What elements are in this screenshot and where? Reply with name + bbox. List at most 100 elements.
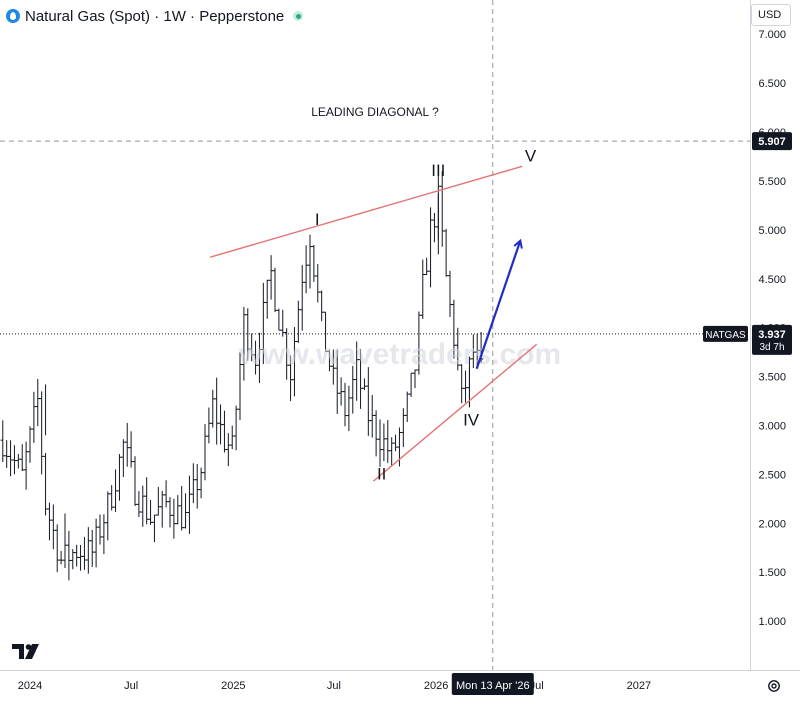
ohlc-bar [183,493,188,529]
ohlc-bar [93,518,99,568]
price-tick-label: 5.500 [758,176,786,188]
ohlc-bar [366,367,371,436]
ohlc-bar [86,527,91,574]
ohlc-bar [144,477,149,525]
ohlc-bar [381,423,387,462]
wave-label-v: V [525,146,537,165]
lower-trendline[interactable] [372,343,538,482]
ohlc-bar [82,536,87,570]
ohlc-bar [175,495,180,525]
upper-trendline[interactable] [209,165,523,258]
ohlc-bar [101,514,107,555]
ohlc-bar [311,244,317,282]
projection-arrow[interactable] [475,242,520,370]
price-tick-label: 1.500 [758,567,786,579]
ohlc-bar [300,264,305,331]
ohlc-bar [125,422,130,467]
price-tick-label: 4.500 [758,274,786,286]
watermark-text: www.wavetraders.com [238,338,561,371]
tradingview-logo-icon[interactable] [12,643,44,661]
ohlc-bar [280,309,285,337]
ohlc-bar [373,410,379,457]
ohlc-bar [424,257,429,276]
ohlc-bar [315,264,320,303]
ohlc-bar [206,407,212,444]
symbol-title[interactable]: Natural Gas (Spot) · 1W · Pepperstone [25,7,285,25]
ohlc-bar [132,456,138,507]
ohlc-bar [140,485,145,527]
last-price-value: 3.937 [758,329,786,341]
symbol-name-text: NATGAS [705,330,746,341]
ohlc-bar [440,171,445,247]
ohlc-bar [408,372,414,397]
price-tick-label: 6.500 [758,78,786,90]
time-axis[interactable]: 2024 Jul 2025 Jul 2026 Jul 2027 [18,680,651,692]
ohlc-bar [23,441,29,490]
level-price-value: 5.907 [758,136,786,148]
gear-icon[interactable] [765,677,783,695]
wave-label-iii: III [431,161,445,180]
ohlc-bar [117,454,122,501]
drawings[interactable] [209,165,538,482]
price-tick-label: 2.500 [758,469,786,481]
ohlc-bar [31,391,37,443]
ohlc-bar [214,377,219,445]
ohlc-bar [152,514,157,542]
ohlc-bar [160,490,165,528]
chart-header[interactable]: Natural Gas (Spot) · 1W · Pepperstone [6,6,304,26]
time-tick-label: 2026 [424,680,448,692]
ohlc-bar [35,378,40,427]
ohlc-bar [163,480,169,508]
ohlc-bar [105,491,110,541]
ohlc-bar [202,424,208,481]
ohlc-bar [319,290,324,322]
ohlc-bar [148,500,153,525]
ohlc-bar [136,491,142,517]
ohlc-bar [27,426,33,463]
ohlc-bar [47,502,52,541]
ohlc-bar [0,420,5,463]
ohlc-bar [20,444,25,471]
ohlc-bar [447,270,453,318]
symbol-name-tag [703,325,748,342]
last-price-tag [752,324,792,355]
currency-button[interactable]: USD [751,4,791,26]
ohlc-bar [16,453,21,469]
ohlc-bar [276,308,282,331]
crosshair-date-text: Mon 13 Apr '26 [456,680,530,692]
ohlc-bar [362,378,367,390]
price-tick-label: 1.000 [758,616,786,628]
ohlc-bar [74,544,79,567]
ohlc-bar [393,434,398,452]
ohlc-bar [8,440,13,477]
ohlc-bar [195,464,200,509]
time-tick-label: 2025 [221,680,245,692]
ohlc-bar [191,463,196,504]
ohlc-bar [463,370,468,403]
ohlc-bar [51,504,56,550]
bar-countdown-text: 3d 7h [759,342,784,353]
natural-gas-flame-icon [6,9,20,23]
ohlc-bar [389,437,394,466]
ohlc-bar [179,486,184,531]
ohlc-bar [128,431,134,468]
ohlc-bar [12,445,17,475]
ohlc-bar [432,212,437,243]
crosshair-date-box [451,673,534,695]
ohlc-bar [342,382,348,427]
ohlc-bar [401,408,406,448]
ohlc-bar [97,514,103,545]
price-axis[interactable]: 1.0001.5002.0002.5003.0003.5004.0004.500… [758,29,786,628]
ohlc-bar [346,385,352,432]
guide-lines [0,0,750,670]
price-tick-label: 7.000 [758,29,786,41]
wave-label-i: I [315,210,320,229]
crosshair-date-label: Mon 13 Apr '26 [451,673,534,695]
ohlc-bar [230,425,235,450]
ohlc-bar [70,549,75,570]
ohlc-bar [385,420,390,463]
